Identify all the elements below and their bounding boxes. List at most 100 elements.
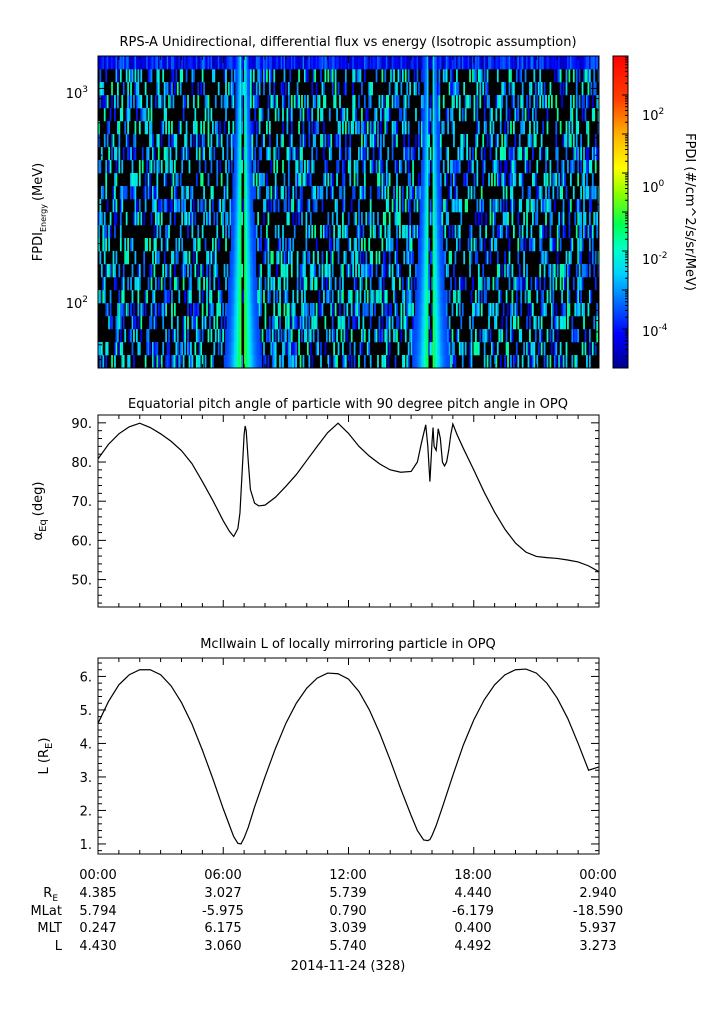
spectrogram-cell — [223, 199, 226, 213]
spectrogram-cell — [314, 95, 317, 109]
spectrogram-cell — [344, 82, 347, 96]
spectrogram-cell — [457, 82, 460, 96]
spectrogram-cell — [283, 329, 286, 343]
spectrogram-cell — [581, 108, 584, 122]
spectrogram-cell — [422, 238, 425, 252]
spectrogram-cell — [477, 69, 480, 83]
spectrogram-cell — [236, 108, 239, 122]
spectrogram-cell — [124, 56, 127, 70]
spectrogram-cell — [293, 225, 296, 239]
spectrogram-cell — [252, 225, 255, 239]
spectrogram-cell — [150, 316, 153, 330]
spectrogram-cell — [496, 173, 499, 187]
spectrogram-cell — [339, 134, 341, 148]
mcilwain-l-axis-ticks — [97, 658, 600, 854]
spectrogram-cell — [105, 69, 108, 83]
spectrogram-cell — [496, 277, 499, 291]
spectrogram-cell — [530, 199, 533, 213]
spectrogram-cell — [489, 134, 492, 148]
spectrogram-cell — [152, 342, 154, 356]
spectrogram-cell — [502, 173, 505, 187]
spectrogram-cell — [429, 342, 432, 356]
spectrogram-cell — [419, 290, 422, 304]
spectrogram-cell — [159, 95, 162, 109]
spectrogram-cell — [187, 147, 189, 161]
ephemeris-value: 3.273 — [579, 939, 616, 954]
spectrogram-cell — [122, 82, 125, 96]
spectrogram-cell — [252, 121, 255, 135]
spectrogram-cell — [378, 290, 381, 304]
spectrogram-cell — [188, 355, 191, 368]
spectrogram-cell — [233, 173, 236, 187]
spectrogram-cell — [409, 264, 412, 278]
spectrogram-cell — [277, 147, 280, 161]
spectrogram-cell — [423, 108, 426, 122]
ephemeris-row-label-mlat: MLat — [30, 904, 62, 919]
spectrogram-cell — [273, 290, 276, 304]
spectrogram-cell — [321, 134, 324, 148]
spectrogram-cell — [529, 316, 531, 330]
spectrogram-cell — [394, 303, 397, 317]
spectrogram-cell — [442, 290, 445, 304]
spectrogram-cell — [340, 329, 343, 343]
spectrogram-cell — [220, 56, 223, 70]
spectrogram-cell — [501, 134, 504, 148]
spectrogram-cell — [593, 147, 596, 161]
spectrogram-cell — [540, 134, 543, 148]
spectrogram-cell — [160, 134, 163, 148]
spectrogram-cell — [590, 290, 593, 304]
spectrogram-cell — [154, 316, 157, 330]
spectrogram-cell — [244, 251, 246, 265]
spectrogram-cell — [302, 316, 305, 330]
spectrogram-cell — [162, 316, 165, 330]
spectrogram-cell — [486, 82, 489, 96]
spectrogram-cell — [534, 173, 537, 187]
spectrogram-cell — [273, 277, 276, 291]
spectrogram-cell — [270, 95, 273, 109]
spectrogram-cell — [399, 212, 401, 226]
spectrogram-cell — [385, 95, 388, 109]
spectrogram-cell — [434, 121, 436, 135]
spectrogram-cell — [135, 199, 138, 213]
spectrogram-cell — [232, 329, 235, 343]
spectrogram-cell — [344, 225, 347, 239]
spectrogram-cell — [118, 121, 121, 135]
spectrogram-cell — [270, 277, 273, 291]
spectrogram-cell — [219, 303, 222, 317]
spectrogram-cell — [239, 342, 242, 356]
spectrogram-cell — [511, 212, 514, 226]
spectrogram-cell — [241, 160, 243, 174]
spectrogram-cell — [160, 212, 163, 226]
spectrogram-cell — [466, 147, 468, 161]
spectrogram-cell — [393, 56, 395, 70]
spectrogram-cell — [432, 199, 435, 213]
spectrogram-cell — [166, 264, 169, 278]
spectrogram-cell — [425, 303, 428, 317]
spectrogram-cell — [439, 329, 442, 343]
spectrogram-cell — [393, 277, 395, 291]
spectrogram-cell — [475, 134, 477, 148]
spectrogram-cell — [245, 108, 248, 122]
spectrogram-cell — [382, 95, 385, 109]
spectrogram-cell — [266, 238, 268, 252]
spectrogram-cell — [534, 329, 537, 343]
spectrogram-cell — [435, 264, 438, 278]
spectrogram-cell — [353, 95, 356, 109]
spectrogram-cell — [296, 173, 299, 187]
spectrogram-cell — [226, 303, 229, 317]
spectrogram-cell — [254, 225, 257, 239]
spectrogram-cell — [431, 277, 433, 291]
spectrogram-cell — [169, 199, 172, 213]
spectrogram-cell — [156, 69, 159, 83]
spectrogram-cell — [121, 108, 124, 122]
spectrogram-cell — [469, 316, 471, 330]
spectrogram-cell — [555, 173, 558, 187]
spectrogram-cell — [247, 134, 249, 148]
spectrogram-cell — [197, 82, 200, 96]
spectrogram-cell — [195, 147, 198, 161]
spectrogram-cell — [365, 251, 368, 265]
spectrogram-cell — [375, 329, 378, 343]
spectrogram-cell — [514, 173, 517, 187]
spectrogram-cell — [176, 342, 179, 356]
spectrogram-cell — [226, 95, 229, 109]
